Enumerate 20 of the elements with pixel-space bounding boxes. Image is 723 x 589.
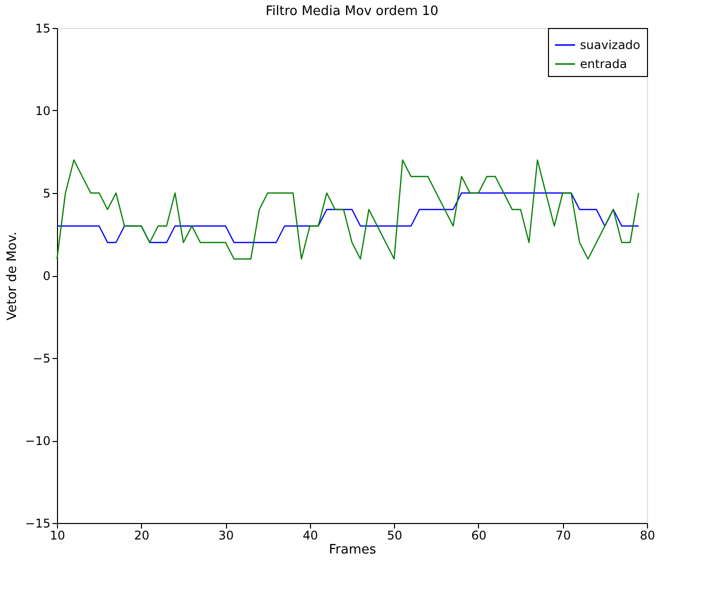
y-tick-label: 5: [42, 186, 50, 200]
legend-label: suavizado: [580, 38, 640, 52]
y-tick-label: 15: [35, 22, 50, 36]
x-tick-label: 20: [134, 528, 150, 542]
y-tick-label: −5: [32, 352, 50, 366]
line-series: [56, 159, 640, 260]
y-tick-label: 10: [35, 104, 50, 118]
y-tick-label: −10: [25, 434, 50, 448]
chart-title: Filtro Media Mov ordem 10: [266, 4, 438, 19]
x-tick-label: 60: [471, 528, 487, 542]
y-axis-title: Vetor de Mov.: [5, 232, 20, 320]
x-tick-label: 70: [556, 528, 571, 542]
x-tick-label: 30: [218, 528, 234, 542]
y-tick-label: 0: [42, 269, 50, 283]
x-tick-label: 80: [640, 528, 656, 542]
legend-label: entrada: [580, 57, 627, 71]
x-tick-label: 40: [302, 528, 318, 542]
x-axis-title: Frames: [328, 542, 376, 558]
y-tick-label: −15: [25, 516, 50, 530]
x-tick-label: 50: [387, 528, 402, 542]
